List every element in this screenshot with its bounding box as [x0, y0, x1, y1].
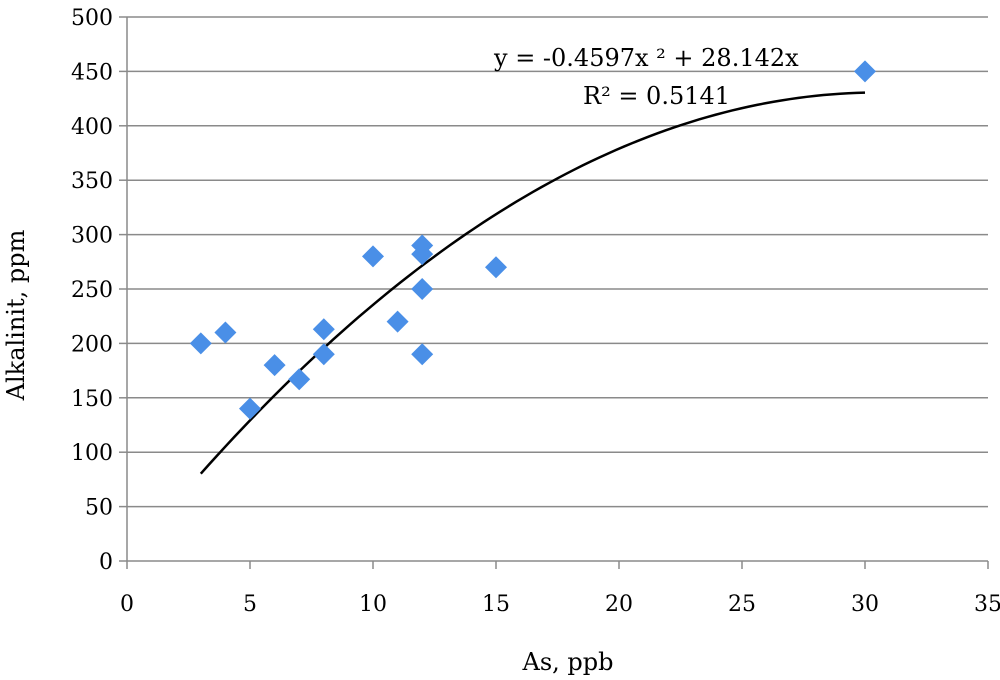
gridlines — [127, 16, 988, 508]
data-point — [312, 318, 335, 341]
y-tick-label: 200 — [71, 332, 113, 357]
x-tick-label: 35 — [974, 592, 1000, 617]
y-tick-labels: 0 50 100 150 200 250 300 350 400 450 500 — [71, 6, 113, 575]
y-tick-label: 250 — [71, 278, 113, 303]
x-axis-title: As, ppb — [522, 648, 614, 676]
y-tick-label: 500 — [71, 6, 113, 31]
y-tick-label: 50 — [85, 496, 113, 521]
x-tick-label: 0 — [120, 592, 134, 617]
axes — [119, 16, 989, 569]
data-point — [312, 343, 335, 366]
trendline-equation: y = -0.4597x ² + 28.142x — [493, 44, 799, 72]
y-tick-label: 0 — [99, 550, 113, 575]
data-point — [189, 332, 212, 355]
data-point — [854, 60, 876, 83]
data-point — [362, 245, 384, 268]
data-point — [214, 321, 237, 344]
data-point — [263, 354, 286, 377]
trendline — [199, 91, 866, 475]
data-point — [288, 368, 311, 391]
y-tick-label: 450 — [71, 60, 113, 85]
data-point — [485, 256, 507, 279]
y-tick-label: 300 — [71, 224, 113, 249]
data-point — [411, 243, 434, 266]
data-point — [386, 310, 409, 333]
y-tick-label: 150 — [71, 387, 113, 412]
r-squared-label: R² = 0.5141 — [583, 82, 730, 110]
data-point — [411, 343, 434, 366]
x-tick-label: 30 — [851, 592, 879, 617]
x-tick-label: 20 — [605, 592, 633, 617]
y-tick-label: 350 — [71, 169, 113, 194]
x-tick-label: 5 — [243, 592, 257, 617]
y-tick-label: 400 — [71, 115, 113, 140]
data-point — [239, 397, 261, 420]
trendline-group — [199, 91, 866, 475]
x-tick-labels: 0 5 10 15 20 25 30 35 — [120, 592, 1000, 617]
data-points — [189, 60, 876, 420]
x-tick-label: 10 — [359, 592, 387, 617]
x-tick-label: 15 — [482, 592, 510, 617]
y-tick-label: 100 — [71, 441, 113, 466]
y-axis-title: Alkalinit, ppm — [2, 229, 30, 401]
data-point — [411, 278, 434, 300]
x-tick-label: 25 — [728, 592, 756, 617]
